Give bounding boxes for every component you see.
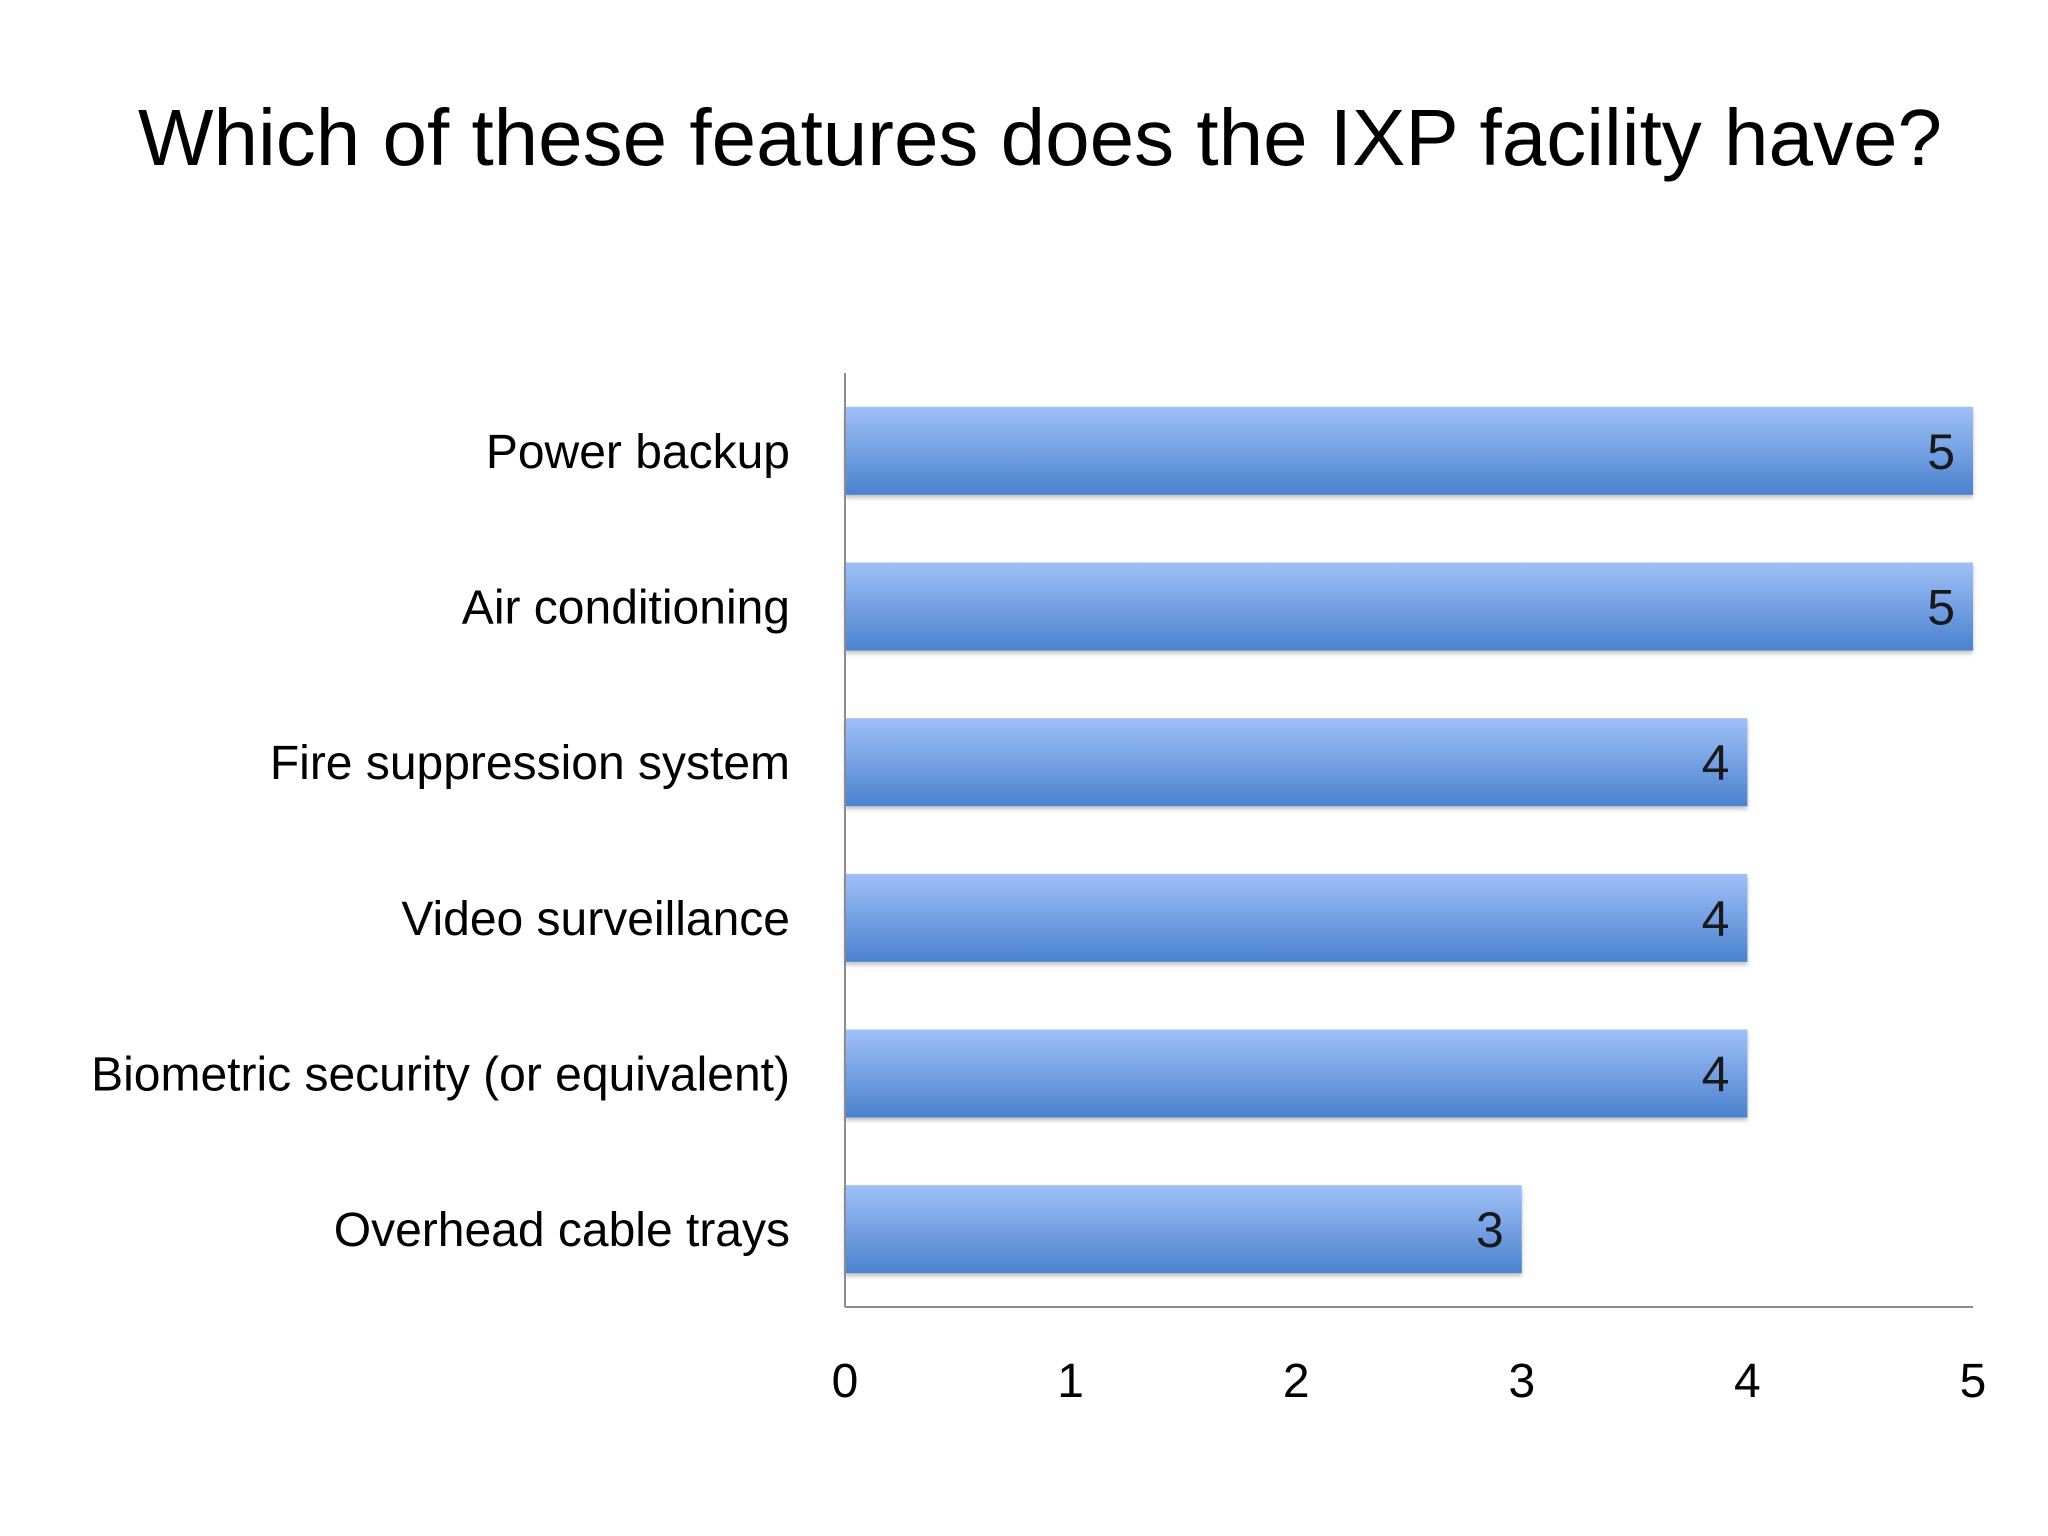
bars-layer: 5 5 4 4 4 3 (845, 406, 1973, 1274)
bar (845, 406, 1973, 495)
x-tick-label: 0 (832, 1355, 859, 1408)
data-label: 5 (1927, 424, 1955, 480)
bar (845, 873, 1748, 962)
data-label: 5 (1927, 580, 1955, 636)
bar (845, 1029, 1748, 1118)
data-label: 4 (1702, 891, 1730, 947)
category-label: Fire suppression system (270, 737, 790, 790)
category-label: Biometric security (or equivalent) (91, 1049, 790, 1102)
data-label: 4 (1702, 735, 1730, 791)
data-label: 3 (1476, 1202, 1504, 1258)
category-label: Power backup (486, 426, 790, 479)
x-tick-label: 4 (1734, 1355, 1761, 1408)
category-label: Video surveillance (401, 893, 790, 946)
category-label: Air conditioning (462, 582, 790, 635)
x-tick-labels: 0 1 2 3 4 5 (832, 1355, 1987, 1408)
category-labels: Power backup Air conditioning Fire suppres… (91, 426, 790, 1257)
bar (845, 1185, 1522, 1274)
bar (845, 718, 1748, 807)
x-tick-label: 1 (1057, 1355, 1084, 1408)
bar (845, 562, 1973, 651)
x-tick-label: 5 (1960, 1355, 1987, 1408)
axes (844, 373, 1973, 1308)
data-label: 4 (1702, 1047, 1730, 1103)
chart-title: Which of these features does the IXP fac… (138, 93, 1942, 182)
x-tick-label: 2 (1283, 1355, 1310, 1408)
x-tick-label: 3 (1508, 1355, 1535, 1408)
category-label: Overhead cable trays (334, 1204, 790, 1257)
